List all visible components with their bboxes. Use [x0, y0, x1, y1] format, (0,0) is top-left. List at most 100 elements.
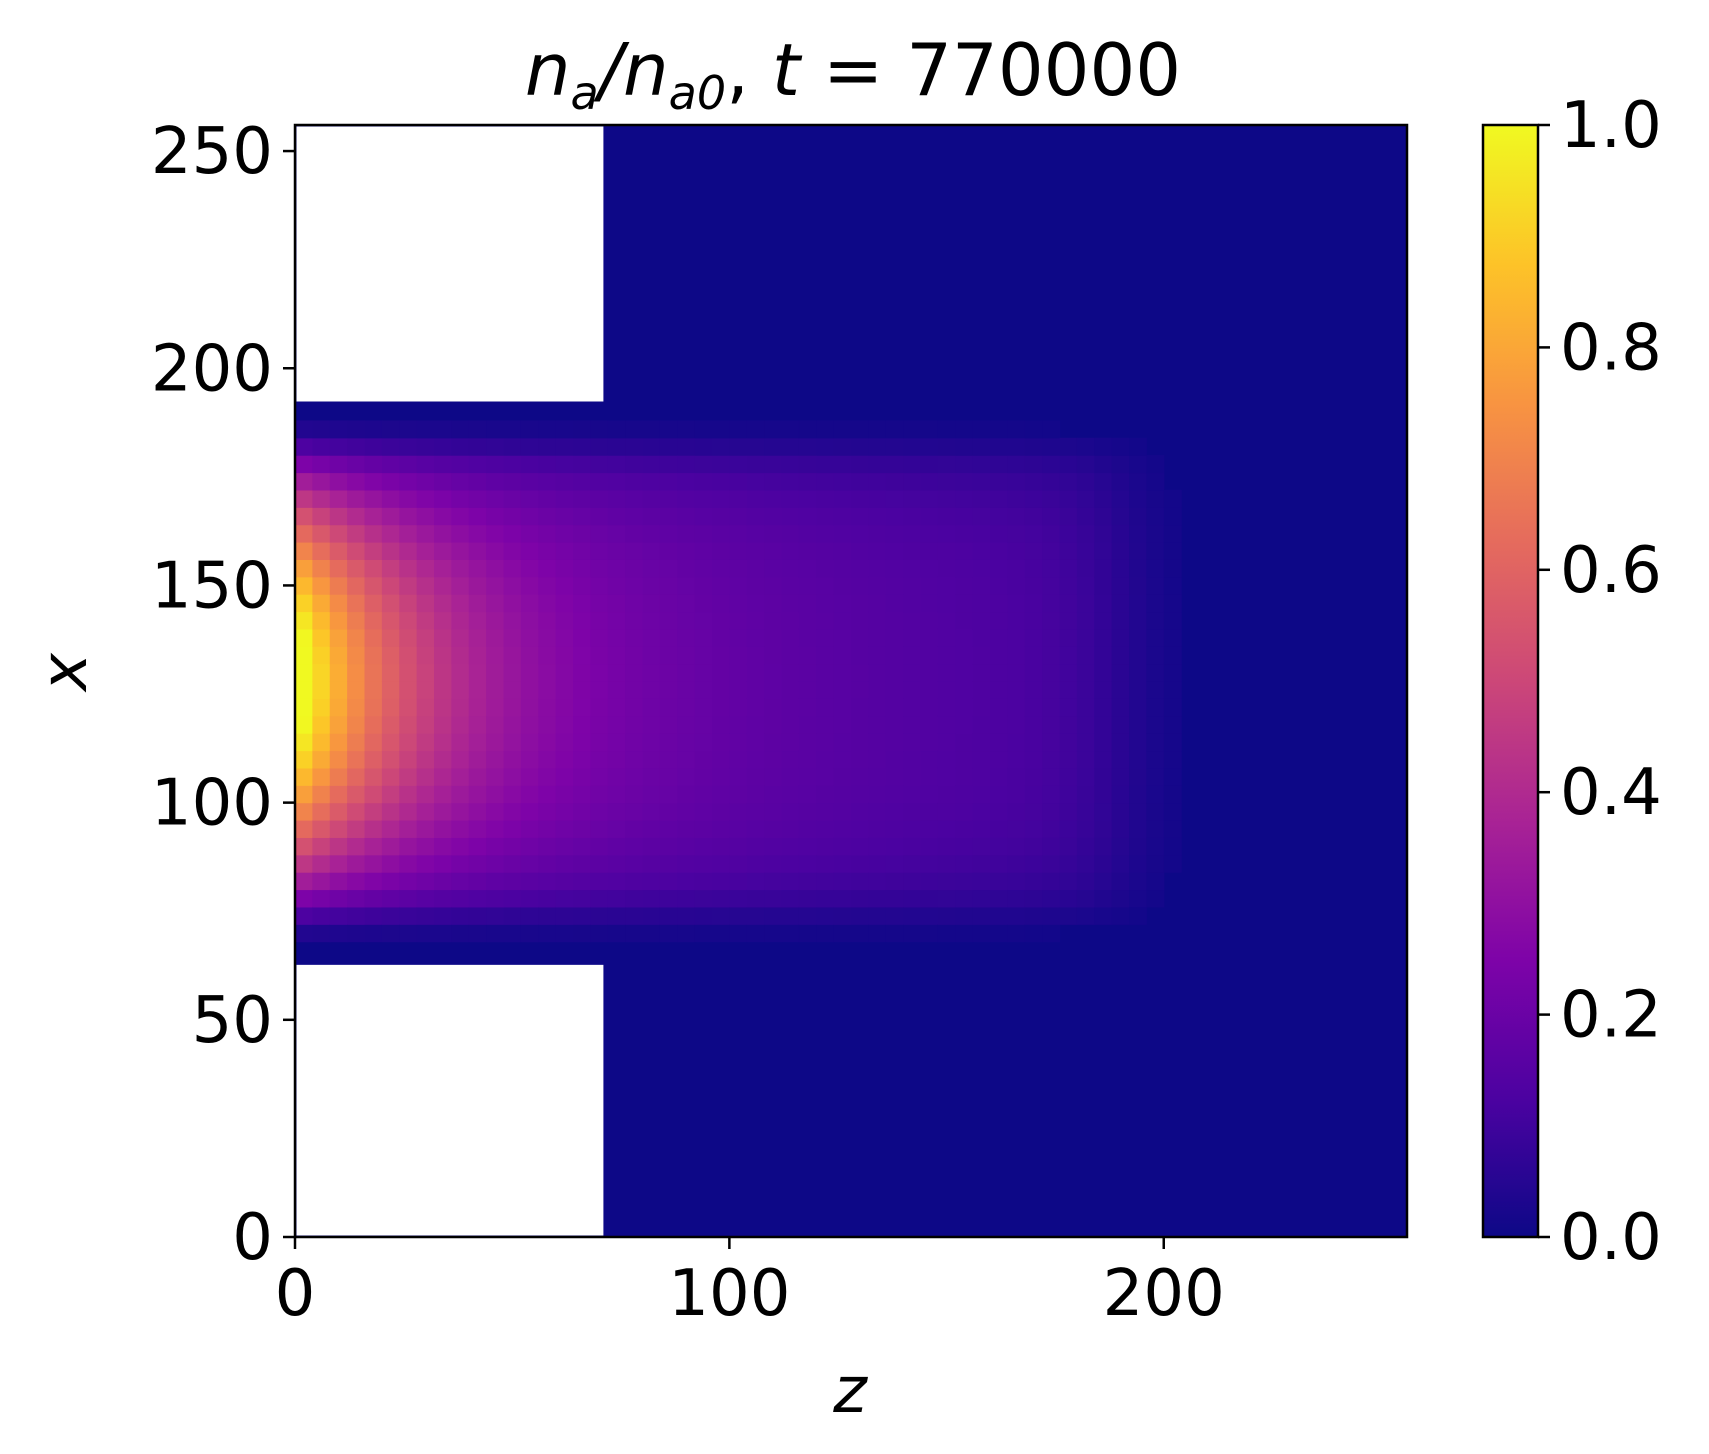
heatmap-cell: [399, 715, 418, 734]
heatmap-cell: [746, 437, 765, 456]
heatmap-cell: [694, 576, 713, 595]
heatmap-cell: [955, 802, 974, 821]
heatmap-cell: [1129, 681, 1147, 699]
heatmap-cell: [833, 872, 852, 891]
heatmap-cell: [903, 663, 922, 682]
heatmap-cell: [486, 854, 505, 873]
heatmap-cell: [1059, 628, 1078, 647]
heatmap-cell: [781, 489, 800, 508]
heatmap-cell: [399, 507, 418, 526]
heatmap-cell: [416, 872, 435, 891]
heatmap-cell: [1059, 698, 1078, 717]
heatmap-cell: [1042, 854, 1061, 873]
heatmap-cell: [295, 785, 313, 804]
heatmap-cell: [381, 420, 400, 439]
heatmap-cell: [659, 924, 678, 943]
x-tick-label: 200: [1103, 1257, 1225, 1331]
heatmap-cell: [538, 872, 557, 891]
heatmap-cell: [416, 854, 435, 873]
heatmap-cell: [1059, 489, 1078, 508]
heatmap-cell: [659, 611, 678, 630]
heatmap-cell: [1129, 524, 1147, 543]
heatmap-cell: [677, 611, 696, 630]
chart-title: na/na0, t = 770000: [525, 28, 1181, 120]
heatmap-cell: [555, 906, 574, 925]
heatmap-cell: [1163, 820, 1182, 838]
x-axis: 0 100 200: [275, 1237, 1225, 1331]
heatmap-cell: [903, 489, 922, 508]
heatmap-cell: [659, 802, 678, 821]
heatmap-cell: [1129, 820, 1147, 838]
heatmap-cell: [295, 594, 313, 613]
heatmap-cell: [746, 611, 765, 630]
heatmap-cell: [1042, 681, 1061, 699]
heatmap-cell: [1059, 889, 1078, 908]
heatmap-cell: [712, 767, 730, 786]
heatmap-cell: [607, 507, 626, 526]
heatmap-cell: [1042, 611, 1061, 630]
heatmap-cell: [1129, 663, 1147, 682]
heatmap-cell: [312, 854, 331, 873]
heatmap-cell: [1094, 628, 1113, 647]
heatmap-cell: [468, 854, 487, 873]
heatmap-cell: [573, 472, 591, 491]
heatmap-cell: [295, 906, 313, 925]
heatmap-cell: [1129, 837, 1147, 856]
heatmap-cell: [364, 594, 383, 613]
heatmap-cell: [1076, 455, 1095, 474]
heatmap-cell: [659, 542, 678, 560]
heatmap-cell: [486, 663, 505, 682]
heatmap-cell: [381, 507, 400, 526]
heatmap-cell: [955, 576, 974, 595]
y-tick-label: 100: [151, 767, 273, 841]
heatmap-cell: [364, 559, 383, 578]
heatmap-cell: [920, 437, 939, 456]
heatmap-cell: [694, 646, 713, 665]
heatmap-cell: [486, 733, 505, 752]
x-tick-label: 100: [668, 1257, 790, 1331]
heatmap-cell: [329, 628, 348, 647]
heatmap-cell: [590, 924, 609, 943]
heatmap-cell: [451, 594, 470, 613]
heatmap-cell: [1111, 872, 1130, 891]
heatmap-cell: [1007, 646, 1026, 665]
heatmap-cell: [312, 524, 331, 543]
heatmap-cell: [833, 715, 852, 734]
heatmap-cell: [555, 663, 574, 682]
y-tick-label: 0: [232, 1201, 273, 1275]
heatmap-cell: [503, 455, 522, 474]
heatmap-cell: [329, 715, 348, 734]
heatmap-cell: [851, 420, 869, 439]
heatmap-cell: [972, 750, 991, 769]
heatmap-cell: [746, 906, 765, 925]
heatmap-cell: [625, 576, 644, 595]
heatmap-cell: [816, 750, 835, 769]
heatmap-cell: [729, 455, 748, 474]
heatmap-cell: [347, 802, 366, 821]
heatmap-cell: [1042, 767, 1061, 786]
heatmap-cell: [381, 594, 400, 613]
heatmap-cell: [920, 681, 939, 699]
heatmap-cell: [798, 698, 817, 717]
heatmap-cell: [399, 767, 418, 786]
heatmap-cell: [312, 872, 331, 891]
heatmap-cell: [1059, 507, 1078, 526]
heatmap-cell: [1129, 733, 1147, 752]
heatmap-cell: [677, 663, 696, 682]
heatmap-cell: [503, 785, 522, 804]
heatmap-cell: [642, 767, 661, 786]
heatmap-cell: [1042, 524, 1061, 543]
heatmap-cell: [486, 455, 505, 474]
heatmap-cell: [295, 663, 313, 682]
masked-region: [296, 126, 604, 402]
heatmap-cell: [1059, 594, 1078, 613]
heatmap-cell: [329, 663, 348, 682]
heatmap-cell: [868, 628, 887, 647]
heatmap-cell: [903, 698, 922, 717]
heatmap-cell: [468, 820, 487, 838]
heatmap-cell: [1146, 489, 1165, 508]
heatmap-cell: [1094, 611, 1113, 630]
heatmap-cell: [712, 889, 730, 908]
heatmap-cell: [1146, 698, 1165, 717]
heatmap-cell: [1076, 576, 1095, 595]
